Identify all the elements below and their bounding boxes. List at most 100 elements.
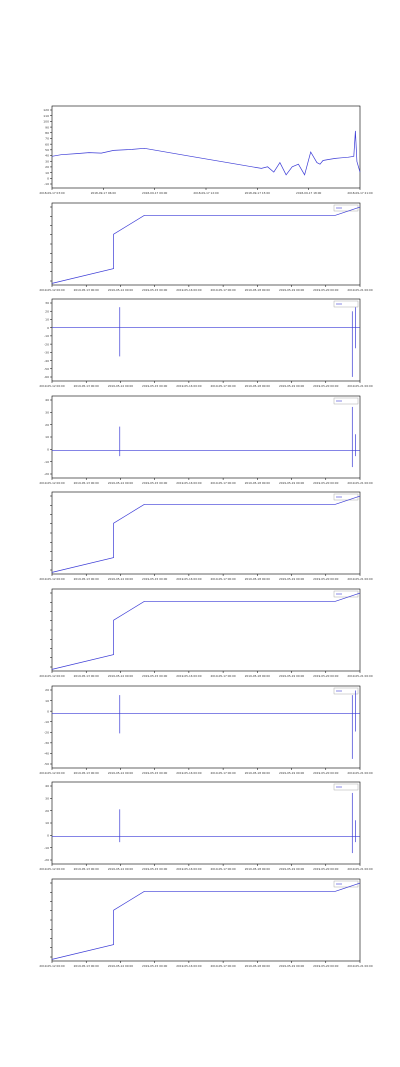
x-tick-label: 2019-05-16 00:00 — [176, 674, 201, 678]
x-tick-label: 2018-09-17 21:00 — [347, 191, 372, 195]
x-tick-label: 2019-05-17 00:00 — [211, 481, 236, 485]
x-tick-label: 2019-05-13 00:00 — [74, 674, 99, 678]
y-tick-label: 20 — [45, 309, 49, 313]
x-tick-label: 2018-09-17 09:00 — [142, 191, 167, 195]
y-tick-label: 100 — [43, 120, 49, 124]
x-tick-label: 2018-09-17 15:00 — [245, 191, 270, 195]
x-tick-label: 2019-05-17 00:00 — [211, 867, 236, 871]
x-tick-label: 2019-05-21 00:00 — [347, 964, 372, 968]
chart-panel-2: 2019-05-12 00:00 2019-05-13 00:00 2019-05-… — [39, 202, 373, 292]
y-tick-label: -10 — [44, 460, 49, 464]
y-tick-label: -20 — [44, 342, 49, 346]
chart-panel-8: 40 30 20 10 0 -10 -20 2019-05-12 00:00 2019-05-1… — [39, 781, 373, 871]
y-tick-label: -30 — [44, 741, 49, 745]
x-tick-label: 2019-05-13 00:00 — [74, 964, 99, 968]
legend — [333, 687, 359, 695]
x-tick-label: 2019-05-19 00:00 — [279, 481, 304, 485]
x-tick-label: 2019-05-15 00:00 — [142, 384, 167, 388]
x-tick-label: 2019-05-12 00:00 — [39, 288, 64, 292]
legend — [333, 783, 359, 791]
series-line — [51, 495, 361, 573]
x-tick-label: 2019-05-15 00:00 — [142, 674, 167, 678]
x-tick-label: 2019-05-16 00:00 — [176, 964, 201, 968]
plot-frame — [51, 395, 361, 479]
x-tick-label: 2018-09-17 18:00 — [296, 191, 321, 195]
x-tick-label: 2019-05-18 00:00 — [245, 288, 270, 292]
x-tick-label: 2019-05-14 00:00 — [108, 577, 133, 581]
x-tick-label: 2019-05-18 00:00 — [245, 481, 270, 485]
x-tick-label: 2019-05-12 00:00 — [39, 867, 64, 871]
y-tick-label: 50 — [45, 148, 49, 152]
y-tick-label: 10 — [45, 821, 49, 825]
y-tick-label: 0 — [47, 709, 49, 713]
x-tick-label: 2019-05-16 00:00 — [176, 288, 201, 292]
x-tick-label: 2019-05-14 00:00 — [108, 771, 133, 775]
y-tick-label: -50 — [44, 762, 49, 766]
x-tick-label: 2019-05-14 00:00 — [108, 674, 133, 678]
y-tick-label: -10 — [44, 720, 49, 724]
series-line — [51, 592, 361, 670]
y-tick-label: -10 — [44, 334, 49, 338]
x-tick-label: 2019-05-14 00:00 — [108, 964, 133, 968]
x-tick-label: 2019-05-17 00:00 — [211, 288, 236, 292]
y-tick-label: -30 — [44, 351, 49, 355]
x-tick-label: 2018-09-17 12:00 — [193, 191, 218, 195]
y-tick-label: 20 — [45, 165, 49, 169]
x-tick-label: 2019-05-13 00:00 — [74, 771, 99, 775]
x-tick-label: 2019-05-20 00:00 — [313, 674, 338, 678]
x-tick-label: 2019-05-14 00:00 — [108, 288, 133, 292]
y-tick-label: -20 — [44, 472, 49, 476]
y-tick-label: 120 — [43, 108, 49, 112]
chart-panel-5: 2019-05-12 00:00 2019-05-13 00:00 2019-05-… — [39, 491, 373, 581]
y-tick-label: 40 — [45, 784, 49, 788]
x-tick-label: 2019-05-14 00:00 — [108, 384, 133, 388]
series-line — [51, 882, 361, 960]
x-tick-label: 2019-05-19 00:00 — [279, 384, 304, 388]
x-tick-label: 2019-05-14 00:00 — [108, 481, 133, 485]
x-tick-label: 2019-05-20 00:00 — [313, 481, 338, 485]
legend — [333, 493, 359, 501]
x-tick-label: 2019-05-15 00:00 — [142, 288, 167, 292]
x-tick-label: 2019-05-16 00:00 — [176, 481, 201, 485]
x-tick-label: 2019-05-21 00:00 — [347, 674, 372, 678]
x-tick-label: 2019-05-20 00:00 — [313, 577, 338, 581]
y-tick-label: -50 — [44, 367, 49, 371]
legend — [333, 880, 359, 888]
legend-box — [333, 300, 359, 308]
x-tick-label: 2019-05-16 00:00 — [176, 867, 201, 871]
y-tick-label: 110 — [43, 114, 49, 118]
y-tick-label: 90 — [45, 125, 49, 129]
y-tick-label: 0 — [47, 177, 49, 181]
x-tick-label: 2019-05-21 00:00 — [347, 288, 372, 292]
x-tick-label: 2019-05-16 00:00 — [176, 384, 201, 388]
x-tick-label: 2019-05-19 00:00 — [279, 288, 304, 292]
series-line — [51, 206, 361, 284]
x-tick-label: 2019-05-13 00:00 — [74, 481, 99, 485]
y-tick-label: -40 — [44, 359, 49, 363]
x-tick-label: 2019-05-17 00:00 — [211, 577, 236, 581]
y-tick-label: 20 — [45, 423, 49, 427]
y-tick-label: 10 — [45, 699, 49, 703]
x-tick-label: 2019-05-18 00:00 — [245, 771, 270, 775]
x-tick-label: 2019-05-13 00:00 — [74, 384, 99, 388]
y-tick-label: 10 — [45, 318, 49, 322]
x-tick-label: 2019-05-18 00:00 — [245, 964, 270, 968]
x-tick-label: 2019-05-13 00:00 — [74, 867, 99, 871]
y-tick-label: 30 — [45, 797, 49, 801]
x-tick-label: 2019-05-17 00:00 — [211, 384, 236, 388]
y-tick-label: 60 — [45, 142, 49, 146]
x-tick-label: 2019-05-15 00:00 — [142, 577, 167, 581]
legend — [333, 300, 359, 308]
y-tick-label: 10 — [45, 171, 49, 175]
x-tick-label: 2019-05-17 00:00 — [211, 674, 236, 678]
x-tick-label: 2019-05-19 00:00 — [279, 964, 304, 968]
legend-box — [333, 783, 359, 791]
y-tick-label: 30 — [45, 301, 49, 305]
x-tick-label: 2019-05-17 00:00 — [211, 964, 236, 968]
plot-frame — [51, 105, 361, 189]
chart-panel-6: 2019-05-12 00:00 2019-05-13 00:00 2019-05-… — [39, 588, 373, 678]
y-tick-label: 70 — [45, 137, 49, 141]
x-tick-label: 2019-05-20 00:00 — [313, 867, 338, 871]
x-tick-label: 2019-05-15 00:00 — [142, 481, 167, 485]
legend — [333, 204, 359, 212]
